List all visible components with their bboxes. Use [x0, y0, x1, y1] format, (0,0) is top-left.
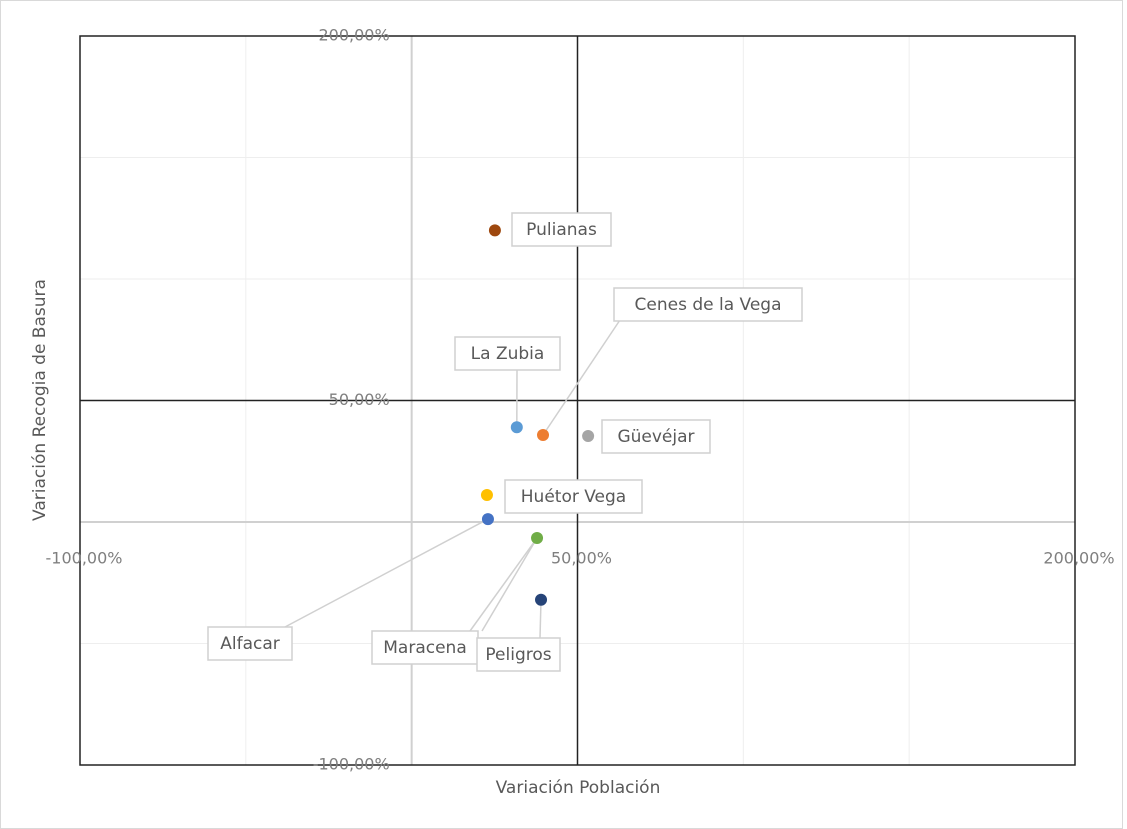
data-label: Güevéjar	[617, 427, 694, 447]
x-tick-label: -100,00%	[46, 549, 123, 568]
data-label: Peligros	[485, 645, 551, 665]
point	[488, 224, 501, 237]
x-axis-title: Variación Población	[496, 778, 661, 798]
data-label: Cenes de la Vega	[635, 295, 782, 315]
y-axis-title: Variación Recogia de Basura	[30, 279, 50, 521]
x-tick-label: 50,00%	[551, 549, 612, 568]
point	[481, 513, 494, 526]
leader-line	[481, 537, 538, 632]
data-label-box	[207, 626, 293, 661]
y-tick-label: -100,00%	[313, 755, 390, 774]
point	[480, 489, 493, 502]
data-label: Maracena	[383, 638, 467, 658]
data-label: Huétor Vega	[521, 487, 626, 507]
y-tick-label: 200,00%	[318, 26, 389, 45]
point	[510, 421, 523, 434]
leader-line	[542, 319, 621, 436]
data-label-box	[504, 479, 643, 514]
data-label-box	[476, 637, 561, 672]
data-label-box	[613, 287, 803, 322]
data-label-box	[601, 419, 711, 454]
point	[531, 532, 544, 545]
data-label: Alfacar	[220, 634, 280, 654]
point	[582, 429, 595, 442]
leader-line	[539, 599, 542, 639]
data-label: La Zubia	[471, 344, 545, 364]
data-label: Pulianas	[526, 220, 597, 240]
leader-line	[469, 537, 538, 632]
data-label-box	[454, 336, 561, 371]
data-label-box	[511, 212, 612, 247]
point	[537, 429, 550, 442]
y-tick-label: 50,00%	[329, 390, 390, 409]
x-tick-label: 200,00%	[1043, 549, 1114, 568]
leader-line	[284, 518, 489, 628]
point	[535, 593, 548, 606]
data-label-box	[371, 630, 479, 665]
